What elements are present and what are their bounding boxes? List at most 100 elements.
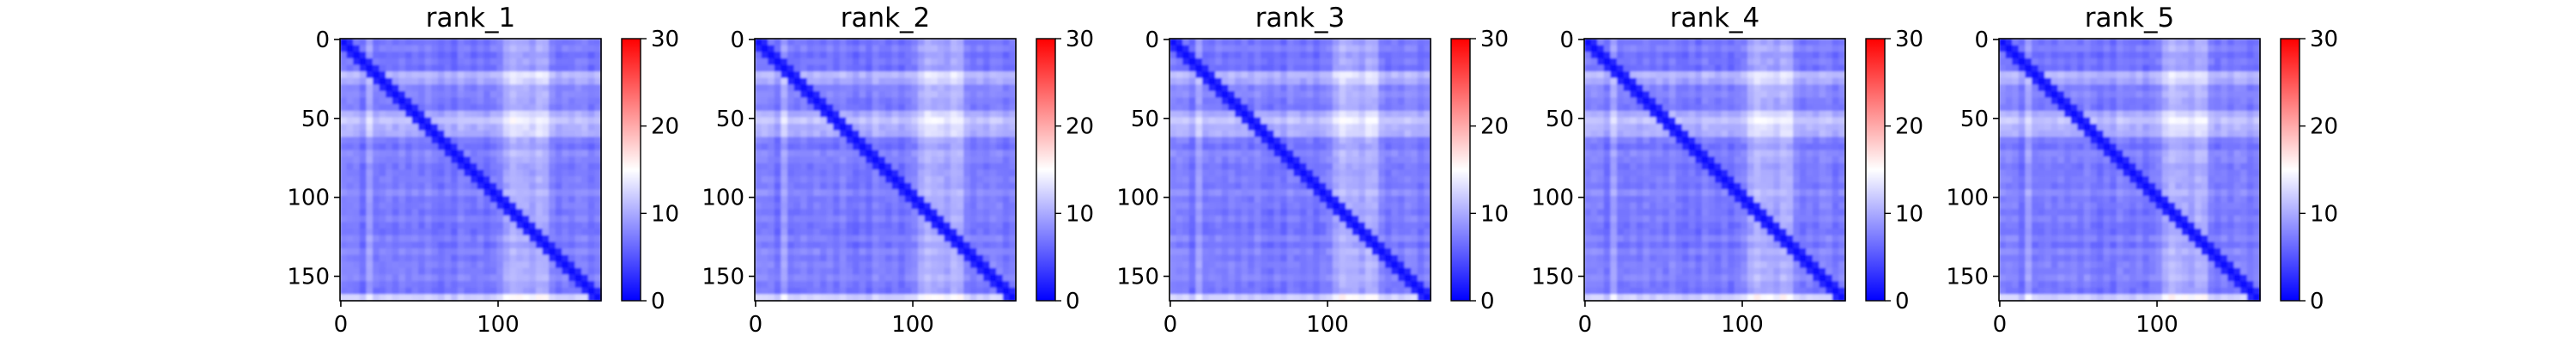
heatmap-cell [813, 65, 820, 72]
heatmap-cell [1228, 183, 1235, 190]
heatmap-cell [1261, 163, 1267, 170]
heatmap-cell [373, 84, 380, 91]
heatmap-cell [347, 118, 354, 125]
heatmap-cell [794, 91, 801, 98]
heatmap-cell [438, 39, 445, 46]
heatmap-cell [781, 131, 787, 137]
heatmap-cell [781, 288, 787, 295]
heatmap-cell [412, 189, 419, 196]
heatmap-cell [872, 156, 879, 163]
heatmap-cell [490, 170, 497, 177]
heatmap-cell [581, 248, 588, 255]
heatmap-cell [425, 91, 432, 98]
heatmap-cell [944, 170, 951, 177]
heatmap-cell [1333, 235, 1340, 242]
heatmap-cell [827, 131, 834, 137]
heatmap-cell [1176, 203, 1183, 210]
heatmap-cell [1378, 241, 1385, 248]
heatmap-cell [1624, 46, 1631, 52]
heatmap-cell [1411, 196, 1418, 203]
heatmap-cell [386, 78, 392, 85]
heatmap-cell [340, 137, 347, 143]
heatmap-cell [983, 275, 990, 282]
heatmap-cell [1352, 183, 1359, 190]
heatmap-cell [340, 281, 347, 288]
heatmap-cell [813, 176, 820, 183]
heatmap-cell [1003, 143, 1010, 150]
heatmap-cell [464, 196, 471, 203]
heatmap-cell [1313, 203, 1320, 210]
heatmap-cell [872, 131, 879, 137]
heatmap-cell [516, 183, 523, 190]
heatmap-cell [503, 58, 510, 65]
heatmap-cell [794, 189, 801, 196]
heatmap-cell [833, 78, 840, 85]
heatmap-cell [957, 203, 964, 210]
heatmap-cell [386, 209, 392, 216]
heatmap-cell [458, 196, 465, 203]
heatmap-cell [1235, 58, 1242, 65]
heatmap-cell [1280, 235, 1287, 242]
heatmap-cell [1228, 84, 1235, 91]
heatmap-cell [911, 209, 918, 216]
heatmap-cell [846, 229, 853, 235]
heatmap-cell [976, 235, 983, 242]
heatmap-cell [957, 229, 964, 235]
heatmap-cell [412, 255, 419, 262]
heatmap-cell [1340, 255, 1346, 262]
heatmap-cell [1702, 46, 1709, 52]
heatmap-cell [1405, 248, 1412, 255]
heatmap-cell [1418, 183, 1425, 190]
heatmap-cell [458, 124, 465, 131]
heatmap-cell [1003, 46, 1010, 52]
heatmap-cell [775, 150, 781, 157]
heatmap-cell [794, 137, 801, 143]
heatmap-cell [471, 223, 477, 229]
heatmap-cell [366, 223, 373, 229]
heatmap-cell [1261, 261, 1267, 268]
heatmap-cell [787, 98, 794, 105]
heatmap-cell [516, 104, 523, 111]
heatmap-cell [1300, 235, 1307, 242]
heatmap-cell [951, 170, 957, 177]
heatmap-cell [445, 248, 452, 255]
heatmap-cell [1170, 58, 1176, 65]
heatmap-cell [451, 235, 458, 242]
heatmap-cell [957, 241, 964, 248]
heatmap-cell [762, 39, 769, 46]
heatmap-cell [1003, 78, 1010, 85]
heatmap-cell [1820, 39, 1826, 46]
heatmap-cell [373, 189, 380, 196]
heatmap-cell [938, 98, 945, 105]
heatmap-cell [866, 170, 872, 177]
heatmap-cell [813, 229, 820, 235]
heatmap-cell [781, 170, 787, 177]
heatmap-cell [366, 65, 373, 72]
heatmap-cell [353, 84, 360, 91]
heatmap-cell [1261, 58, 1267, 65]
heatmap-cell [853, 52, 860, 58]
heatmap-cell [347, 104, 354, 111]
heatmap-cell [1209, 268, 1216, 275]
heatmap-cell [1248, 124, 1255, 131]
heatmap-cell [990, 255, 997, 262]
heatmap-cell [503, 229, 510, 235]
heatmap-cell [781, 143, 787, 150]
heatmap-cell [963, 137, 970, 143]
heatmap-cell [1287, 209, 1294, 216]
heatmap-cell [1274, 275, 1281, 282]
heatmap-cell [438, 183, 445, 190]
heatmap-cell [568, 235, 575, 242]
heatmap-cell [787, 118, 794, 125]
heatmap-cell [983, 124, 990, 131]
heatmap-cell [496, 39, 503, 46]
heatmap-cell [1649, 46, 1656, 52]
heatmap-cell [1170, 176, 1176, 183]
heatmap-cell [820, 131, 827, 137]
heatmap-cell [833, 235, 840, 242]
heatmap-cell [1597, 52, 1604, 58]
heatmap-cell [556, 104, 562, 111]
heatmap-cell [1300, 281, 1307, 288]
heatmap-cell [775, 248, 781, 255]
heatmap-cell [762, 255, 769, 262]
